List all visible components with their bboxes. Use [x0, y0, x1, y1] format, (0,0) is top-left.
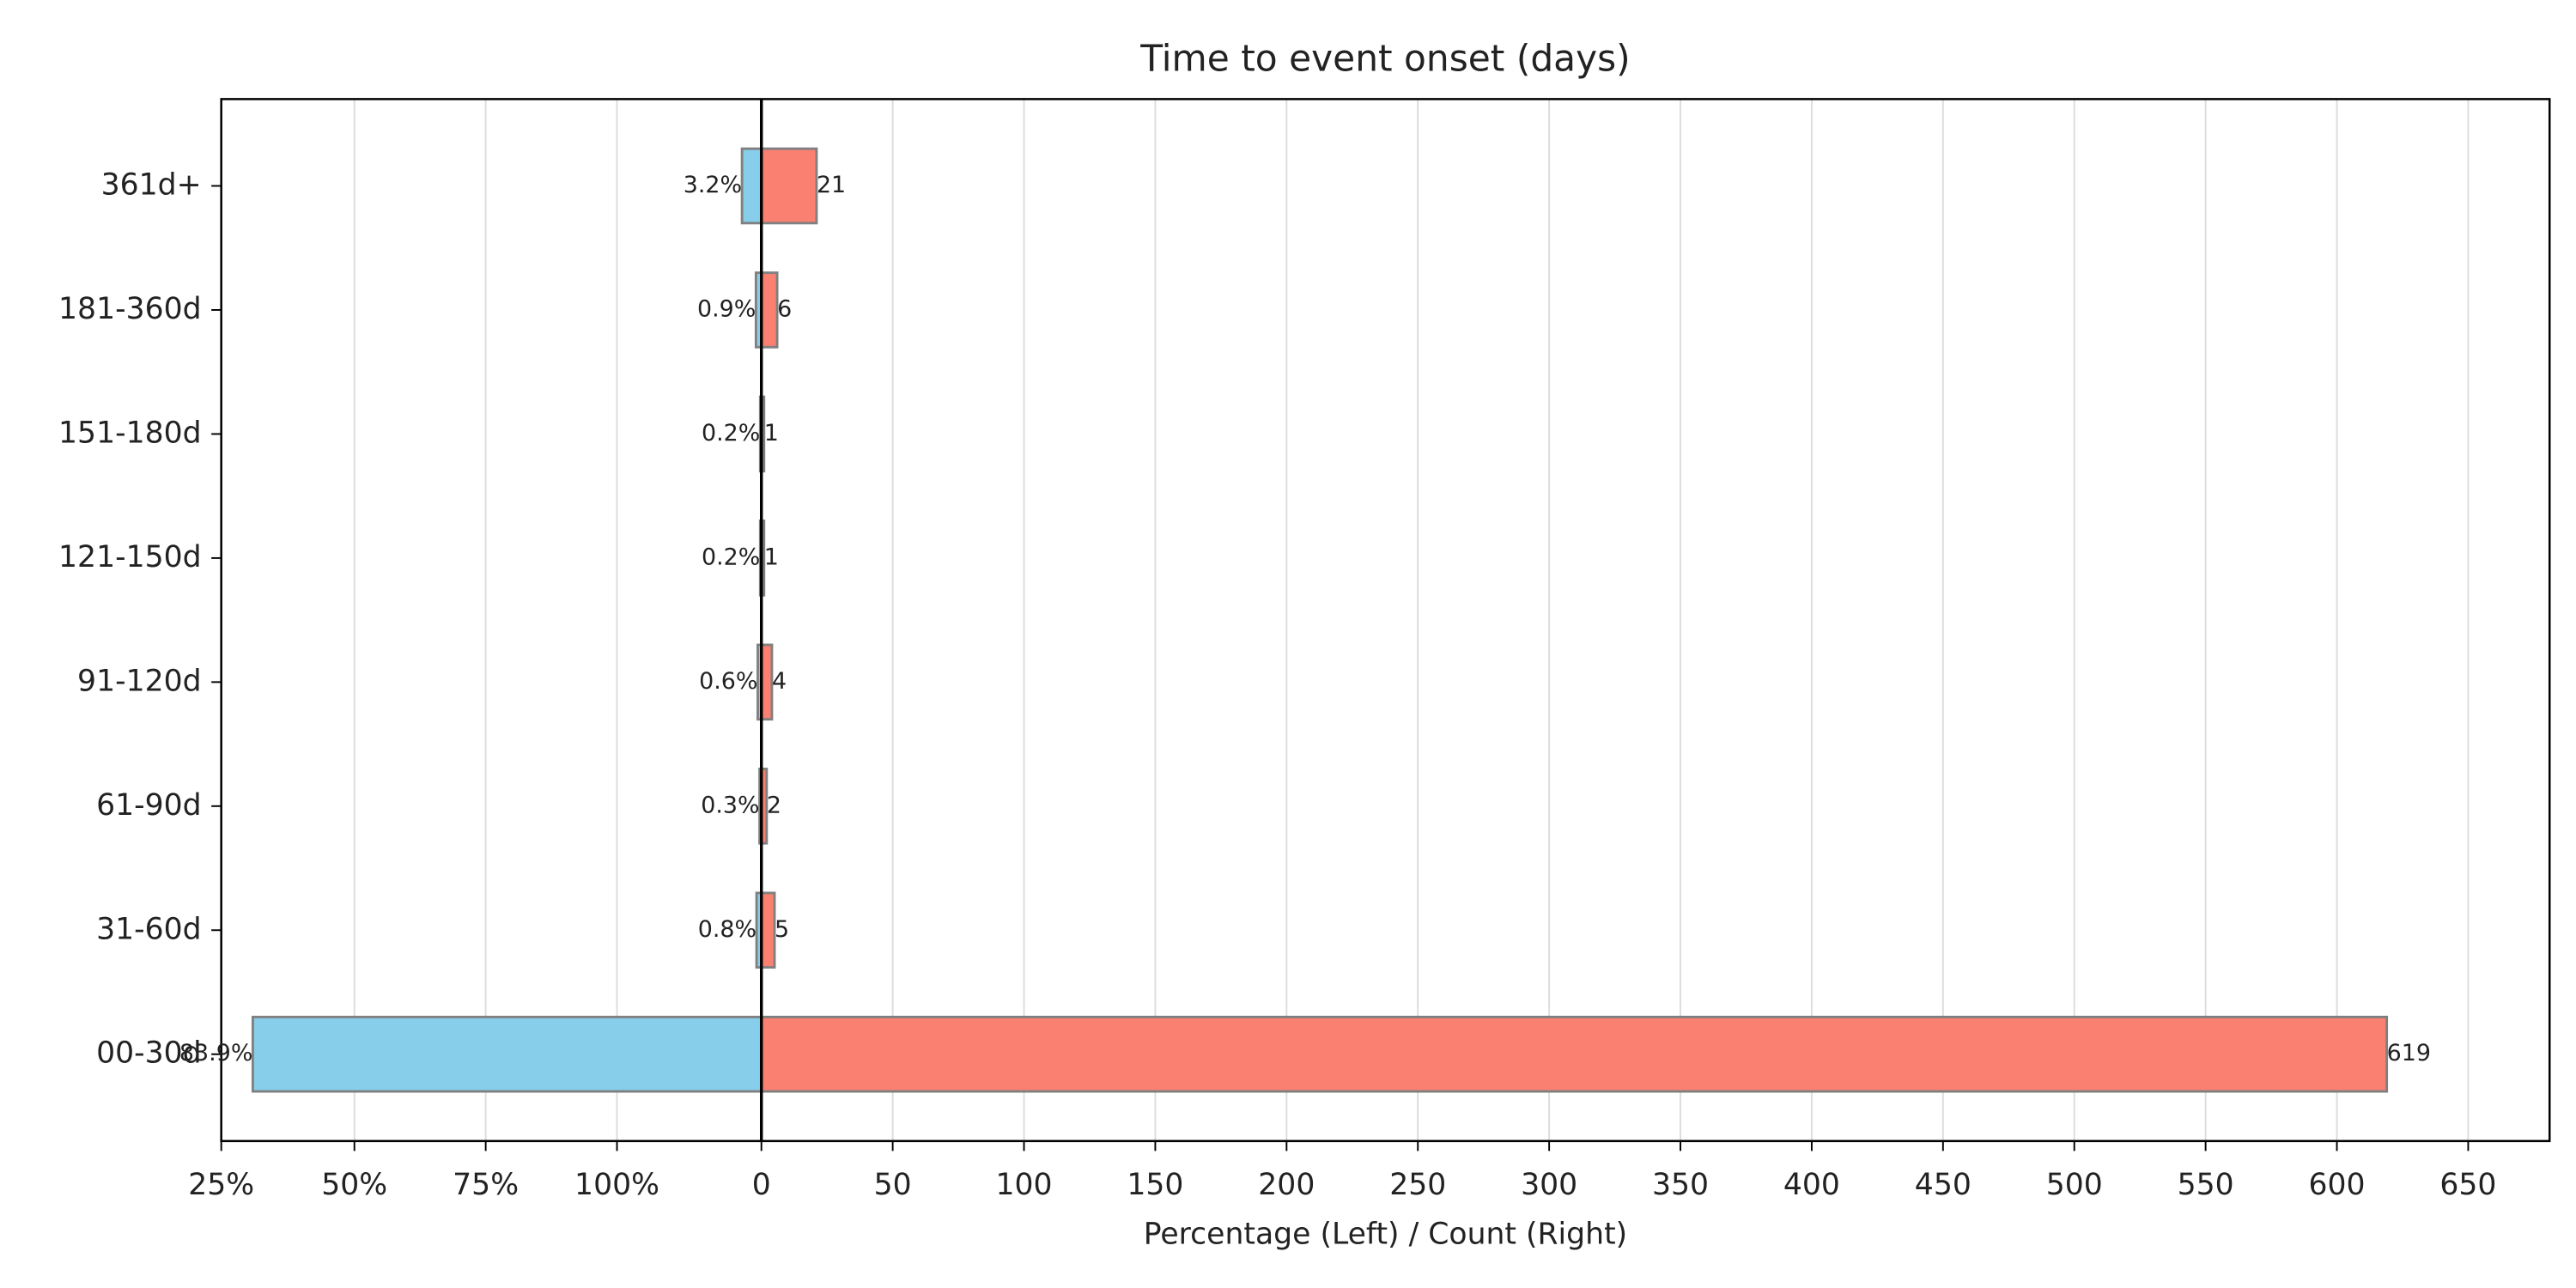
value-label: 0.3% — [701, 792, 759, 818]
bars — [251, 147, 2389, 1093]
x-tick-label: 50 — [874, 1168, 912, 1202]
value-label: 0.6% — [699, 668, 757, 695]
value-label: 6 — [777, 295, 792, 322]
x-tick-label: 250 — [1389, 1168, 1446, 1202]
value-label: 0.2% — [702, 544, 760, 570]
x-tick-label: 100% — [574, 1168, 659, 1202]
annotations: 25% 50% 75% 100% 0 50 100 150 200 250 300 350 400 450… — [58, 99, 2496, 1202]
bar — [760, 271, 779, 349]
value-label: 3.2% — [683, 172, 742, 198]
value-label: 5 — [775, 916, 789, 943]
value-label: 0.2% — [702, 420, 760, 447]
x-tick-label: 25% — [188, 1168, 254, 1202]
x-axis-label: Percentage (Left) / Count (Right) — [1144, 1217, 1627, 1251]
x-tick-label: 50% — [321, 1168, 387, 1202]
y-tick-label: 00-30d — [96, 1036, 202, 1071]
value-label: 1 — [764, 420, 779, 447]
y-tick-label: 61-90d — [96, 788, 202, 823]
value-label: 4 — [772, 668, 787, 695]
value-label: 0.9% — [697, 295, 756, 322]
bar — [760, 643, 774, 721]
value-label: 21 — [817, 172, 846, 198]
x-tick-label: 350 — [1652, 1168, 1709, 1202]
y-tick-label: 91-120d — [77, 664, 202, 698]
value-label: 619 — [2387, 1040, 2431, 1066]
x-tick-label: 450 — [1915, 1168, 1971, 1202]
x-tick-label: 300 — [1521, 1168, 1577, 1202]
grid — [220, 99, 2470, 1141]
value-label: 83.9% — [179, 1040, 252, 1066]
y-tick-label: 151-180d — [58, 416, 202, 450]
y-tick-label: 361d+ — [101, 168, 202, 203]
bar — [251, 1015, 763, 1093]
plot-frame — [220, 98, 2551, 1143]
chart-title: Time to event onset (days) — [1139, 38, 1630, 80]
bar — [740, 147, 763, 225]
x-tick-label: 75% — [453, 1168, 519, 1202]
x-tick-label: 150 — [1127, 1168, 1183, 1202]
x-tick-label: 650 — [2439, 1168, 2496, 1202]
value-label: 2 — [767, 792, 781, 818]
x-tick-label: 400 — [1783, 1168, 1840, 1202]
x-tick-label: 200 — [1258, 1168, 1315, 1202]
bar — [760, 1015, 2389, 1093]
y-tick-label: 181-360d — [58, 292, 202, 326]
bar — [760, 891, 776, 969]
x-tick-label: 600 — [2309, 1168, 2366, 1202]
value-label: 1 — [764, 544, 779, 570]
y-tick-label: 31-60d — [96, 912, 202, 946]
x-tick-label: 0 — [752, 1168, 771, 1202]
y-tick-label: 121-150d — [58, 540, 202, 574]
value-label: 0.8% — [698, 916, 756, 943]
bar — [760, 147, 818, 225]
x-tick-label: 500 — [2046, 1168, 2103, 1202]
x-tick-label: 100 — [995, 1168, 1052, 1202]
x-tick-label: 550 — [2178, 1168, 2234, 1202]
